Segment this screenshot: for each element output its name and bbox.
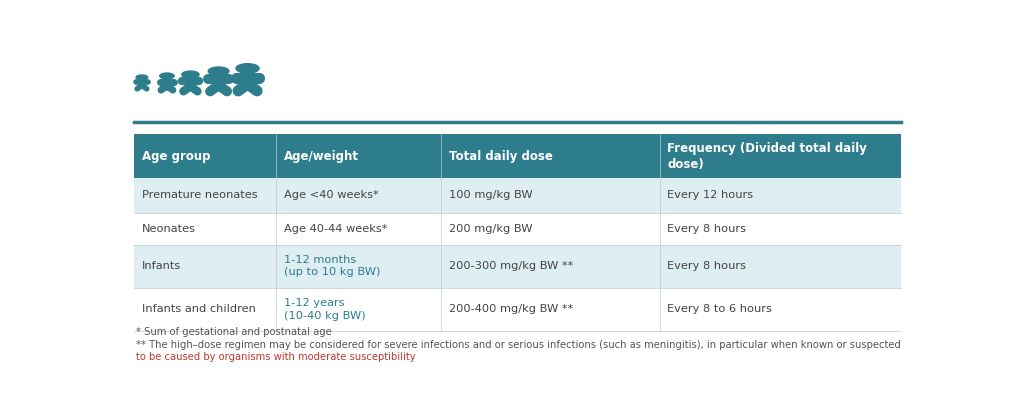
Text: Total daily dose: Total daily dose [448, 149, 552, 163]
Text: Age group: Age group [141, 149, 210, 163]
Text: Frequency (Divided total daily
dose): Frequency (Divided total daily dose) [668, 142, 868, 171]
Text: Age 40-44 weeks*: Age 40-44 weeks* [284, 224, 387, 234]
Text: Infants and children: Infants and children [141, 305, 256, 315]
FancyBboxPatch shape [134, 178, 901, 213]
Text: Age/weight: Age/weight [284, 149, 359, 163]
Text: 200 mg/kg BW: 200 mg/kg BW [448, 224, 532, 234]
Text: 200-300 mg/kg BW **: 200-300 mg/kg BW ** [448, 261, 573, 271]
Circle shape [136, 75, 147, 80]
Circle shape [182, 71, 199, 78]
Text: Infants: Infants [141, 261, 181, 271]
Text: Every 8 hours: Every 8 hours [668, 261, 746, 271]
Text: 200-400 mg/kg BW **: 200-400 mg/kg BW ** [448, 305, 573, 315]
Text: ** The high–dose regimen may be considered for severe infections and or serious : ** The high–dose regimen may be consider… [136, 340, 901, 350]
Text: 100 mg/kg BW: 100 mg/kg BW [448, 190, 532, 200]
Text: Every 8 hours: Every 8 hours [668, 224, 746, 234]
Text: Age <40 weeks*: Age <40 weeks* [284, 190, 379, 200]
Text: Every 8 to 6 hours: Every 8 to 6 hours [668, 305, 773, 315]
FancyBboxPatch shape [134, 134, 901, 178]
FancyBboxPatch shape [134, 245, 901, 288]
Circle shape [208, 67, 229, 76]
Text: Every 12 hours: Every 12 hours [668, 190, 753, 200]
Text: to be caused by organisms with moderate susceptibility: to be caused by organisms with moderate … [136, 352, 416, 362]
Circle shape [160, 73, 174, 79]
FancyBboxPatch shape [134, 288, 901, 331]
Text: 1-12 years
(10-40 kg BW): 1-12 years (10-40 kg BW) [284, 298, 366, 321]
Text: * Sum of gestational and postnatal age: * Sum of gestational and postnatal age [136, 327, 332, 337]
Text: 1-12 months
(up to 10 kg BW): 1-12 months (up to 10 kg BW) [284, 255, 380, 278]
Text: Neonates: Neonates [141, 224, 196, 234]
Text: Premature neonates: Premature neonates [141, 190, 258, 200]
FancyBboxPatch shape [134, 213, 901, 245]
Circle shape [236, 63, 260, 73]
